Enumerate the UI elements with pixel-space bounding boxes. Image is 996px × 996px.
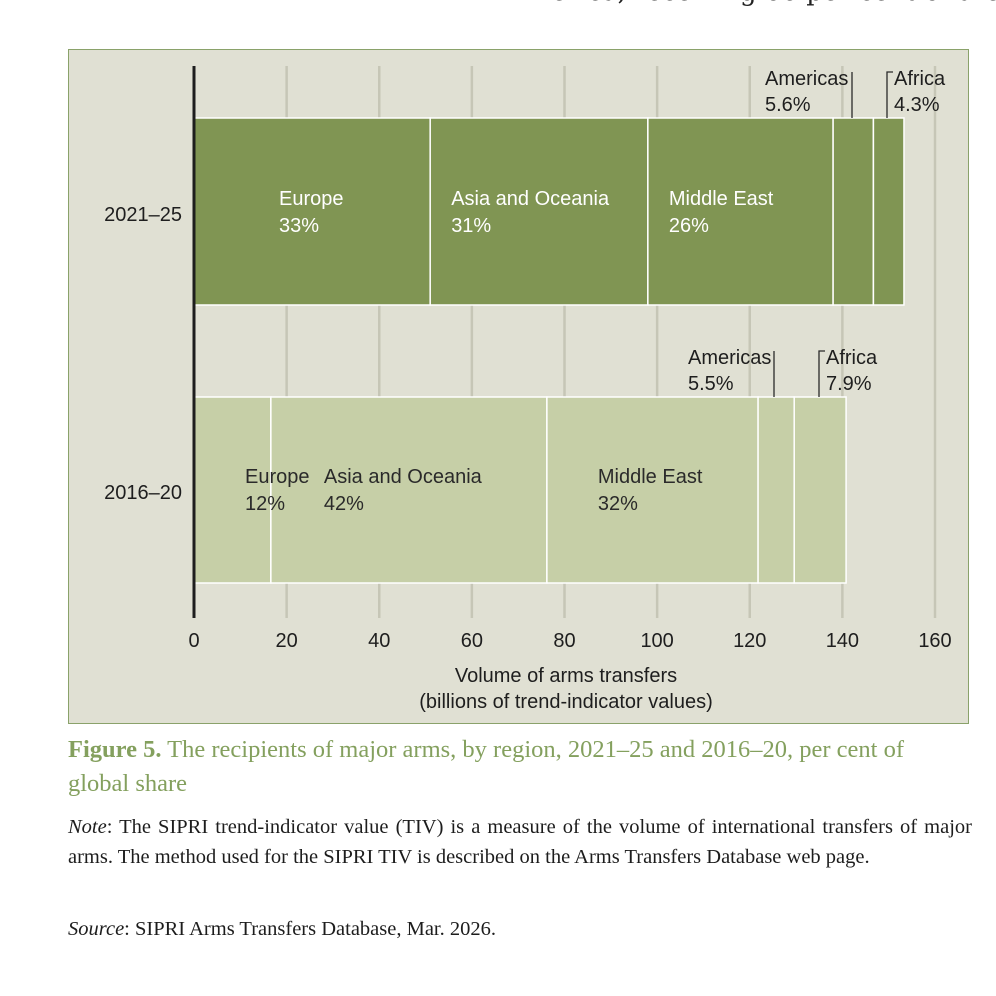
callout-value-2021-25-africa: 4.3% [894, 94, 940, 116]
note-text: : The SIPRI trend-indicator value (TIV) … [68, 816, 972, 868]
bar-segment-2016-20-americas [757, 396, 795, 584]
x-tick-label-20: 20 [276, 630, 298, 652]
page-header-fragment: America, receiving 66 per cent of the [508, 0, 996, 14]
bar-segment-2021-25-americas [832, 117, 875, 306]
bar-segment-2016-20-africa [793, 396, 847, 584]
x-tick-label-60: 60 [461, 630, 483, 652]
bar-segment-2016-20-europe [193, 396, 272, 584]
segment-value-2016-20-europe: 12% [245, 493, 285, 515]
x-tick-label-140: 140 [826, 630, 859, 652]
segment-name-2016-20-middle-east: Middle East [598, 466, 703, 488]
source-text: : SIPRI Arms Transfers Database, Mar. 20… [124, 918, 497, 940]
bar-segment-2021-25-middle-east [647, 117, 834, 306]
segment-name-2021-25-middle-east: Middle East [669, 188, 774, 210]
segment-name-2016-20-europe: Europe [245, 466, 310, 488]
callout-value-2016-20-africa: 7.9% [826, 373, 872, 395]
bar-segment-2021-25-europe [193, 117, 431, 306]
bar-segment-2016-20-middle-east [546, 396, 759, 584]
segment-value-2021-25-europe: 33% [279, 215, 319, 237]
source-label: Source [68, 918, 125, 940]
callout-line-2021-25-africa [886, 71, 893, 118]
bar-segment-2021-25-africa [872, 117, 905, 306]
x-tick-label-120: 120 [733, 630, 766, 652]
segment-name-2021-25-asia-and-oceania: Asia and Oceania [451, 188, 610, 210]
figure-source: Source: SIPRI Arms Transfers Database, M… [68, 914, 972, 944]
callout-name-2021-25-americas: Americas [765, 68, 848, 90]
callout-name-2016-20-africa: Africa [826, 347, 878, 369]
segment-value-2016-20-asia-and-oceania: 42% [324, 493, 364, 515]
x-tick-label-100: 100 [640, 630, 673, 652]
x-tick-label-0: 0 [188, 630, 199, 652]
segment-name-2021-25-europe: Europe [279, 188, 344, 210]
segment-value-2021-25-middle-east: 26% [669, 215, 709, 237]
x-axis-sublabel: (billions of trend-indicator values) [419, 691, 712, 713]
category-label-2021-25: 2021–25 [104, 204, 182, 226]
x-axis-label: Volume of arms transfers [455, 665, 677, 687]
note-label: Note [68, 816, 107, 838]
figure-caption: Figure 5. The recipients of major arms, … [68, 733, 968, 801]
callout-line-2016-20-africa [818, 350, 825, 397]
x-tick-label-160: 160 [918, 630, 951, 652]
figure-note: Note: The SIPRI trend-indicator value (T… [68, 812, 972, 872]
figure-title: The recipients of major arms, by region,… [68, 736, 904, 797]
figure-label: Figure 5. [68, 736, 162, 763]
bar-segment-2016-20-asia-and-oceania [270, 396, 548, 584]
segment-name-2016-20-asia-and-oceania: Asia and Oceania [324, 466, 483, 488]
segment-value-2016-20-middle-east: 32% [598, 493, 638, 515]
segment-value-2021-25-asia-and-oceania: 31% [451, 215, 491, 237]
callout-value-2016-20-americas: 5.5% [688, 373, 734, 395]
callout-name-2016-20-americas: Americas [688, 347, 771, 369]
category-label-2016-20: 2016–20 [104, 482, 182, 504]
callout-name-2021-25-africa: Africa [894, 68, 946, 90]
bar-segment-2021-25-asia-and-oceania [429, 117, 649, 306]
callout-value-2021-25-americas: 5.6% [765, 94, 811, 116]
x-tick-label-80: 80 [553, 630, 575, 652]
x-tick-label-40: 40 [368, 630, 390, 652]
